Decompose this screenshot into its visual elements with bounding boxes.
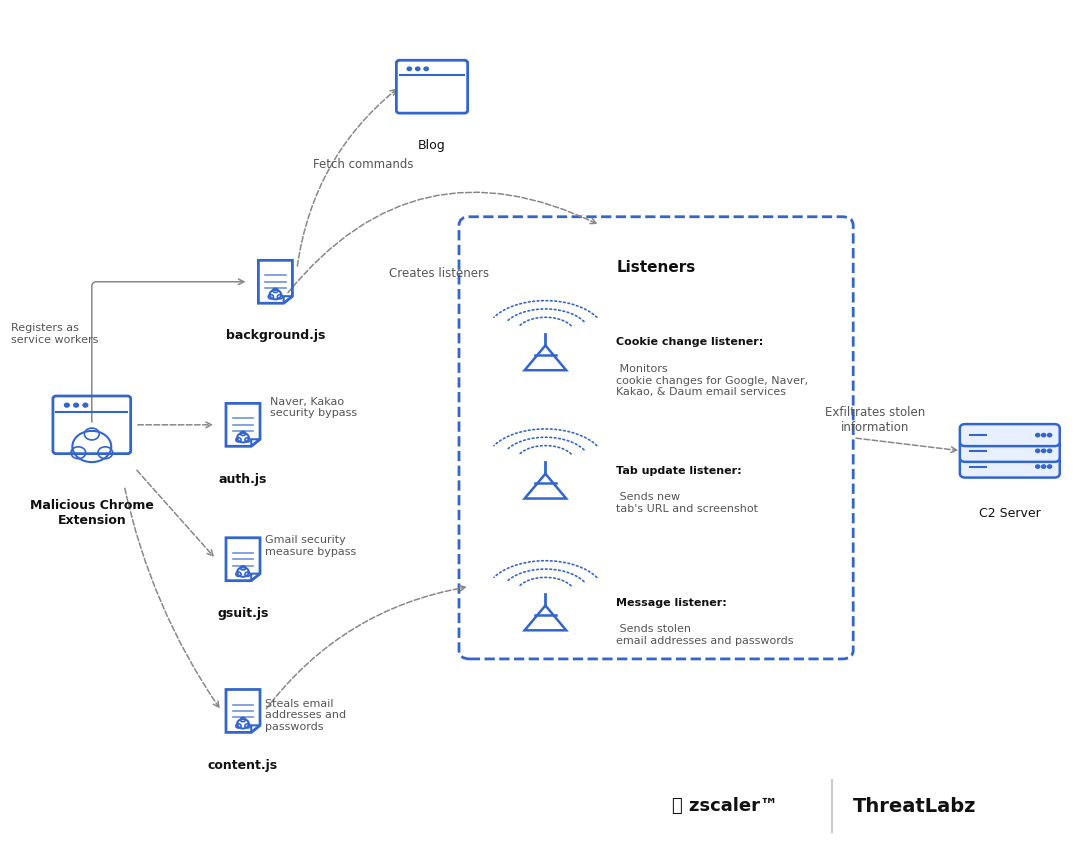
Text: content.js: content.js: [208, 759, 278, 772]
Text: Listeners: Listeners: [617, 260, 696, 275]
Text: Malicious Chrome
Extension: Malicious Chrome Extension: [30, 499, 153, 526]
Text: ThreatLabz: ThreatLabz: [853, 797, 976, 816]
FancyBboxPatch shape: [960, 440, 1059, 462]
Circle shape: [1041, 465, 1045, 468]
Text: Sends stolen
email addresses and passwords: Sends stolen email addresses and passwor…: [616, 624, 793, 646]
Circle shape: [1048, 465, 1052, 468]
Circle shape: [1048, 449, 1052, 453]
Text: background.js: background.js: [226, 329, 325, 342]
Text: Tab update listener:: Tab update listener:: [616, 466, 741, 476]
Text: Fetch commands: Fetch commands: [313, 159, 414, 171]
Text: Message listener:: Message listener:: [616, 597, 727, 608]
Text: Gmail security
measure bypass: Gmail security measure bypass: [265, 536, 355, 557]
Text: Exfiltrates stolen
information: Exfiltrates stolen information: [825, 407, 924, 434]
Circle shape: [1036, 449, 1040, 453]
Text: Ⓩ zscaler™: Ⓩ zscaler™: [672, 798, 778, 815]
Circle shape: [1041, 434, 1045, 437]
Circle shape: [73, 403, 79, 407]
Text: gsuit.js: gsuit.js: [217, 607, 269, 620]
Circle shape: [83, 403, 87, 407]
Circle shape: [424, 67, 429, 70]
Text: Steals email
addresses and
passwords: Steals email addresses and passwords: [265, 699, 346, 732]
Text: Sends new
tab's URL and screenshot: Sends new tab's URL and screenshot: [616, 492, 757, 514]
Circle shape: [407, 67, 411, 70]
Circle shape: [1048, 434, 1052, 437]
Circle shape: [1041, 449, 1045, 453]
Text: auth.js: auth.js: [219, 473, 267, 486]
FancyBboxPatch shape: [960, 424, 1059, 447]
Circle shape: [1036, 434, 1040, 437]
FancyBboxPatch shape: [960, 455, 1059, 478]
Text: C2 Server: C2 Server: [978, 507, 1041, 520]
Text: Registers as
service workers: Registers as service workers: [11, 323, 98, 344]
Circle shape: [416, 67, 420, 70]
Circle shape: [1036, 465, 1040, 468]
Text: Naver, Kakao
security bypass: Naver, Kakao security bypass: [270, 397, 357, 418]
Text: Blog: Blog: [418, 139, 446, 152]
Text: Creates listeners: Creates listeners: [389, 267, 489, 279]
Text: Monitors
cookie changes for Google, Naver,
Kakao, & Daum email services: Monitors cookie changes for Google, Nave…: [616, 364, 808, 397]
Text: Cookie change listener:: Cookie change listener:: [616, 337, 762, 348]
FancyBboxPatch shape: [459, 217, 853, 659]
Circle shape: [65, 403, 69, 407]
